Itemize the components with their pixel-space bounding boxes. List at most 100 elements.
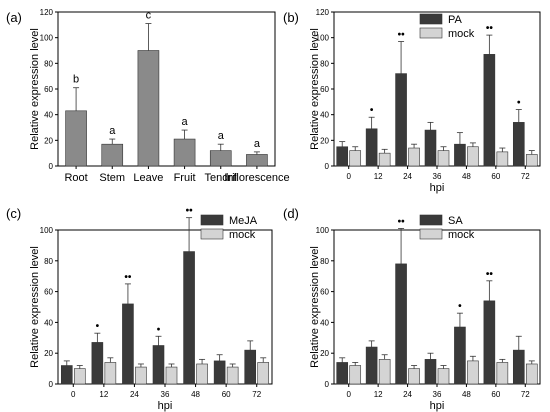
bar-mock [408,368,420,385]
bar-mock [378,359,391,385]
bar-mock [257,362,270,385]
bar-meja [213,360,226,385]
y-tick-label: 60 [320,85,329,94]
bar-mock [467,360,479,385]
legend-label: mock [229,229,256,241]
x-tick-label: 72 [252,390,261,399]
legend-swatch [419,228,443,240]
plot-frame [57,11,276,167]
bar-mock [196,363,208,385]
y-tick-label: 20 [320,136,329,145]
bar-value [137,50,160,167]
legend-swatch [419,13,443,25]
y-tick-label: 40 [44,318,53,327]
x-tick-label: 48 [462,390,471,399]
bar-mock [496,151,509,167]
panel-label: (c) [6,206,21,221]
bar-meja [91,342,104,385]
legend-swatch [200,228,224,240]
bar-mock [437,368,450,385]
y-tick-label: 40 [320,318,329,327]
bar-pa [483,54,496,167]
x-category-label: Root [64,172,87,184]
bar-mock [349,150,362,167]
legend-label: PA [448,14,463,26]
bar-value [65,110,87,167]
significance-marker: • [157,324,161,335]
x-tick-label: 24 [403,172,412,181]
y-tick-label: 20 [44,349,53,358]
legend-swatch [419,214,443,226]
x-category-label: Tendril [205,172,237,184]
y-tick-label: 100 [316,226,330,235]
y-axis-title: Relative expression level [29,246,41,368]
bar-mock [349,365,362,385]
y-tick-label: 20 [320,349,329,358]
x-tick-label: 12 [374,172,383,181]
y-tick-label: 0 [49,162,54,171]
significance-marker: • [517,98,521,109]
x-tick-label: 36 [433,390,442,399]
significance-marker: •• [186,206,194,217]
legend-label: MeJA [229,215,258,227]
y-tick-label: 20 [44,136,53,145]
significance-marker: •• [486,269,494,280]
bar-mock [104,362,117,385]
y-tick-label: 60 [44,85,53,94]
significance-marker: • [458,301,462,312]
bar-mock [378,152,391,167]
bar-pa [365,128,378,167]
y-tick-label: 40 [320,111,329,120]
bar-value [173,138,196,167]
significance-marker: • [96,321,100,332]
bar-pa [336,146,349,167]
bar-mock [525,154,538,167]
y-tick-label: 0 [325,162,330,171]
bar-mock [437,150,450,167]
x-tick-label: 60 [491,172,500,181]
x-tick-label: 48 [191,390,200,399]
y-tick-label: 120 [316,8,330,17]
significance-letter: a [182,116,189,128]
x-tick-label: 48 [462,172,471,181]
significance-letter: b [73,74,79,86]
bar-value [101,143,124,167]
bar-mock [226,366,239,385]
significance-letter: a [218,130,225,142]
significance-marker: •• [398,216,406,227]
y-tick-label: 120 [40,8,54,17]
x-axis-title: hpi [158,400,173,412]
bar-meja [60,365,73,385]
y-tick-label: 80 [44,257,53,266]
y-axis-title: Relative expression level [309,246,321,368]
bar-sa [483,300,496,385]
y-tick-label: 40 [44,111,53,120]
y-tick-label: 100 [40,34,54,43]
legend-swatch [419,27,443,39]
legend-label: mock [448,28,475,40]
significance-marker: • [370,105,374,116]
bar-pa [454,143,466,167]
bar-mock [408,147,420,167]
y-tick-label: 80 [320,59,329,68]
y-tick-label: 60 [44,288,53,297]
y-tick-label: 100 [316,34,330,43]
significance-letter: a [109,125,116,137]
bar-pa [395,73,407,167]
panel-label: (d) [283,206,299,221]
significance-marker: •• [124,272,132,283]
x-tick-label: 36 [161,390,170,399]
y-axis-title: Relative expression level [309,28,321,150]
legend-label: mock [448,229,475,241]
x-category-label: Leave [133,172,163,184]
x-tick-label: 60 [222,390,231,399]
x-tick-label: 36 [433,172,442,181]
bar-meja [244,349,257,385]
significance-marker: •• [398,30,406,41]
bar-sa [395,263,407,385]
y-tick-label: 80 [44,59,53,68]
bar-sa [365,346,378,385]
y-tick-label: 0 [49,380,54,389]
bar-meja [152,345,165,385]
